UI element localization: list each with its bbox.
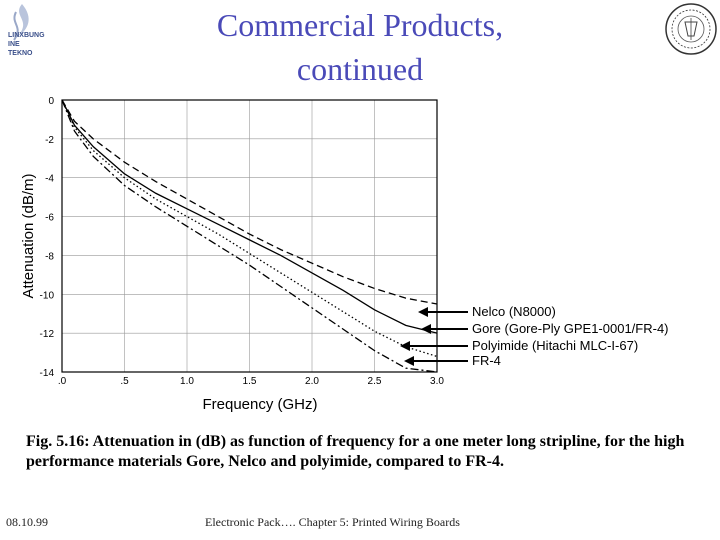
legend-arrowhead <box>404 356 414 366</box>
y-tick-label: -6 <box>45 213 54 224</box>
y-tick-label: -14 <box>40 368 55 379</box>
y-tick-label: 0 <box>48 96 54 107</box>
flame-icon <box>13 4 29 41</box>
attenuation-chart: .0 .5 1.0 1.5 2.0 2.5 3.0 0 -2 -4 -6 -8 -10 -12 -14 N… <box>20 96 669 413</box>
legend-arrowhead <box>418 307 428 317</box>
logo-text-2: INE <box>8 41 20 48</box>
slide-title-line-1: Commercial Products, <box>216 7 504 43</box>
x-tick-label: 1.5 <box>243 376 257 387</box>
slide-title-line-2: continued <box>296 51 424 87</box>
x-tick-label: 2.5 <box>368 376 382 387</box>
legend-label-2: Gore (Gore-Ply GPE1-0001/FR-4) <box>472 321 669 336</box>
logo-text-3: TEKNO <box>8 50 33 57</box>
legend-label-1: Nelco (N8000) <box>472 304 556 319</box>
x-tick-label: 3.0 <box>430 376 444 387</box>
series-line-2 <box>61 99 438 334</box>
legend-arrowhead <box>421 324 431 334</box>
figure-caption: Fig. 5.16: Attenuation in (dB) as functi… <box>26 433 685 470</box>
logo-text-1: LINXBUNG <box>8 32 45 39</box>
footer-title: Electronic Pack…. Chapter 5: Printed Wir… <box>205 515 460 529</box>
university-seal-icon <box>665 3 717 55</box>
legend-arrowhead <box>400 341 410 351</box>
x-tick-label: 1.0 <box>180 376 194 387</box>
legend-label-3: Polyimide (Hitachi MLC-I-67) <box>472 338 638 353</box>
y-tick-label: -8 <box>45 251 54 262</box>
series-line-1 <box>61 99 438 305</box>
chart-grid <box>61 99 438 373</box>
y-axis-title: Attenuation (dB/m) <box>20 173 37 298</box>
series-line-4 <box>61 99 438 373</box>
x-tick-labels: .0 .5 1.0 1.5 2.0 2.5 3.0 <box>58 376 445 387</box>
footer-date: 08.10.99 <box>6 515 48 529</box>
plot-frame <box>61 99 438 373</box>
x-tick-label: .5 <box>120 376 129 387</box>
series-lines <box>61 99 438 373</box>
y-tick-label: -10 <box>40 290 55 301</box>
y-tick-label: -4 <box>45 174 54 185</box>
x-axis-title: Frequency (GHz) <box>202 396 317 413</box>
y-tick-labels: 0 -2 -4 -6 -8 -10 -12 -14 <box>40 96 55 379</box>
x-tick-label: .0 <box>58 376 67 387</box>
x-tick-label: 2.0 <box>305 376 319 387</box>
y-tick-label: -2 <box>45 135 54 146</box>
legend: Nelco (N8000) Gore (Gore-Ply GPE1-0001/FR… <box>400 304 669 368</box>
y-tick-label: -12 <box>40 329 55 340</box>
legend-label-4: FR-4 <box>472 353 501 368</box>
series-line-3 <box>61 99 438 358</box>
institution-logo: LINXBUNG INE TEKNO <box>2 2 45 66</box>
